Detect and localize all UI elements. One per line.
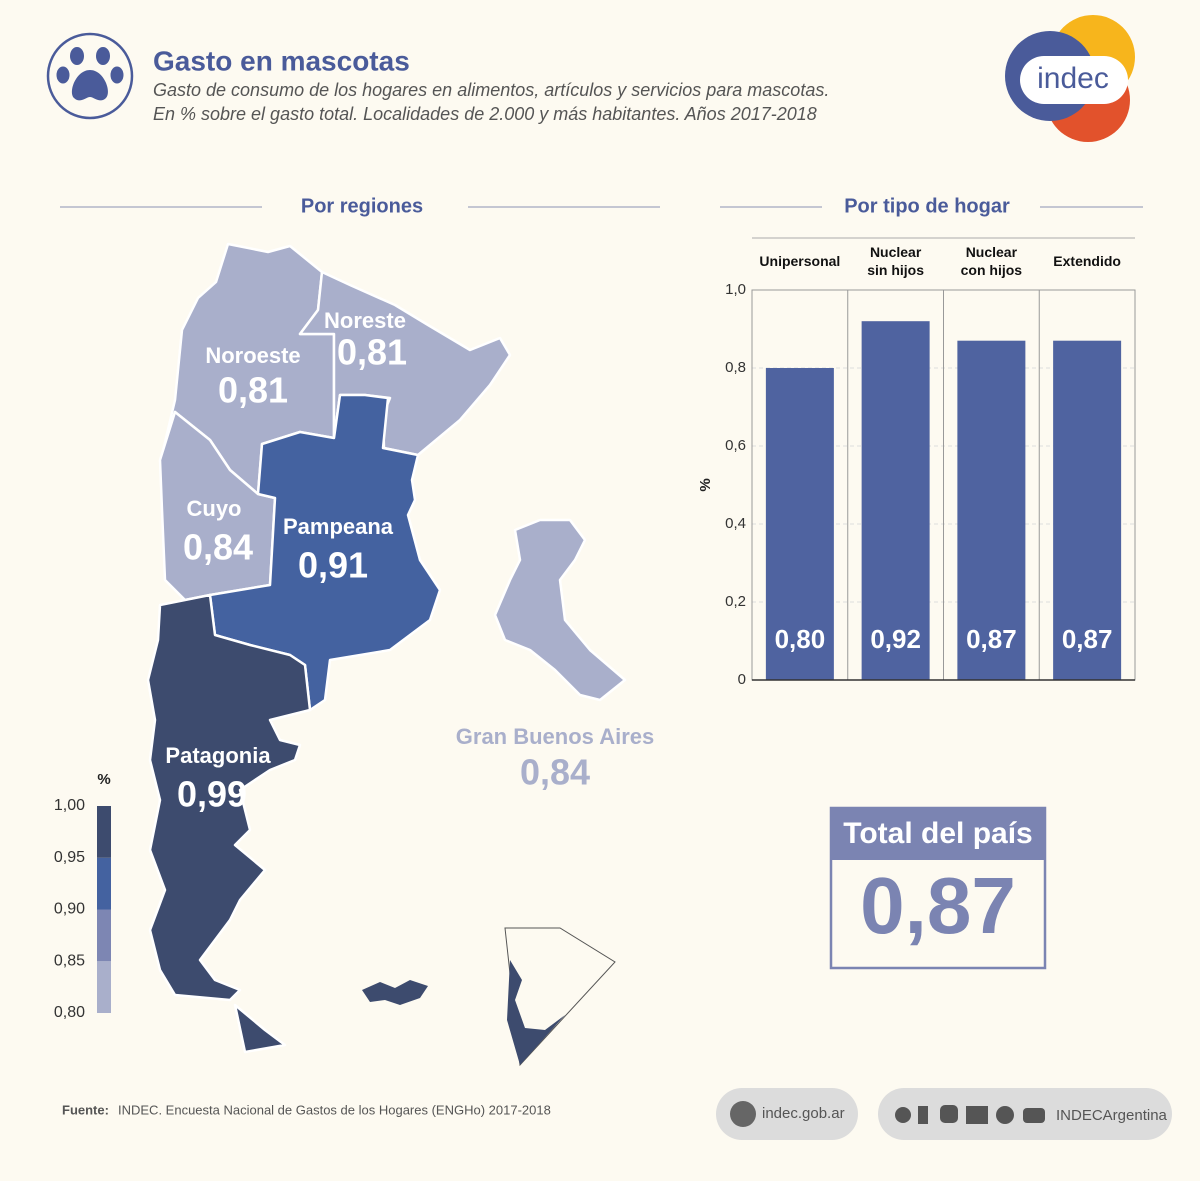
- bar: [957, 340, 1026, 680]
- region: [208, 393, 442, 712]
- x-tick-label: Nuclear sin hijos: [867, 244, 925, 278]
- value-label: 0,92: [870, 624, 921, 654]
- region-name: Pampeana: [283, 514, 394, 539]
- bar: [861, 321, 930, 680]
- y-axis-label: %: [697, 478, 714, 491]
- category-label: Nuclear con hijos: [960, 244, 1023, 278]
- region: [146, 593, 312, 1054]
- y-tick-label: 0: [738, 671, 746, 688]
- total-value: 0,87: [860, 861, 1016, 950]
- logo-text: indec: [1037, 62, 1109, 95]
- x-tick-label: Nuclear con hijos: [960, 244, 1023, 278]
- region-value: 0,81: [218, 370, 288, 411]
- paw: [56, 47, 124, 101]
- y-tick-label: 0,4: [725, 515, 746, 532]
- x-tick-label: Unipersonal: [759, 253, 841, 269]
- region-value: 0,91: [298, 545, 368, 586]
- bar: [765, 368, 834, 680]
- legend-swatch: [97, 909, 111, 962]
- region-value: 0,84: [183, 527, 253, 568]
- subtitle: Gasto de consumo de los hogares en alime…: [153, 80, 829, 100]
- value-label: 0,80: [775, 624, 826, 654]
- category-label: Nuclear sin hijos: [867, 244, 925, 278]
- legend-tick-label: 0,95: [54, 849, 85, 866]
- total-label: Total del país: [843, 817, 1032, 850]
- legend-unit: %: [97, 771, 110, 788]
- malvinas: [362, 980, 428, 1005]
- region-value: 0,81: [337, 332, 407, 373]
- bar: [1053, 340, 1122, 680]
- region-name: Cuyo: [187, 496, 242, 521]
- website-pill[interactable]: [716, 1088, 858, 1140]
- category-label: Extendido: [1053, 253, 1121, 269]
- region: [493, 518, 627, 702]
- y-tick-label: 0,2: [725, 593, 746, 610]
- source: INDEC. Encuesta Nacional de Gastos de lo…: [118, 1102, 551, 1117]
- region-value: 0,84: [520, 752, 590, 793]
- region-name: Gran Buenos Aires: [456, 724, 654, 749]
- region-name: Noreste: [324, 308, 406, 333]
- title: Gasto en mascotas: [153, 45, 410, 76]
- section-title: Por tipo de hogar: [844, 195, 1010, 217]
- value-label: 0,87: [1062, 624, 1113, 654]
- logo: [1005, 15, 1135, 142]
- region-name: Patagonia: [165, 743, 271, 768]
- website[interactable]: indec.gob.ar: [762, 1105, 845, 1122]
- y-tick-label: 0,8: [725, 359, 746, 376]
- region-value: 0,99: [177, 774, 247, 815]
- legend-tick-label: 0,80: [54, 1004, 85, 1021]
- value-label: 0,87: [966, 624, 1017, 654]
- category-label: Unipersonal: [759, 253, 841, 269]
- section-title: Por regiones: [301, 195, 423, 217]
- legend-tick-label: 0,85: [54, 952, 85, 969]
- antarctica: [507, 960, 565, 1065]
- legend-tick-label: 1,00: [54, 797, 85, 814]
- www-icon: [730, 1101, 756, 1127]
- source-label: Fuente:: [62, 1102, 109, 1117]
- y-tick-label: 0,6: [725, 437, 746, 454]
- region-name: Noroeste: [205, 343, 300, 368]
- subtitle: En % sobre el gasto total. Localidades d…: [153, 104, 817, 124]
- social-handle[interactable]: INDECArgentina: [1056, 1107, 1168, 1124]
- social-icons: [895, 1105, 1045, 1124]
- total-header: [831, 808, 1045, 860]
- legend-swatch: [97, 961, 111, 1013]
- x-tick-label: Extendido: [1053, 253, 1121, 269]
- legend-swatch: [97, 806, 111, 858]
- legend-swatch: [97, 857, 111, 910]
- y-tick-label: 1,0: [725, 281, 746, 298]
- legend-tick-label: 0,90: [54, 901, 85, 918]
